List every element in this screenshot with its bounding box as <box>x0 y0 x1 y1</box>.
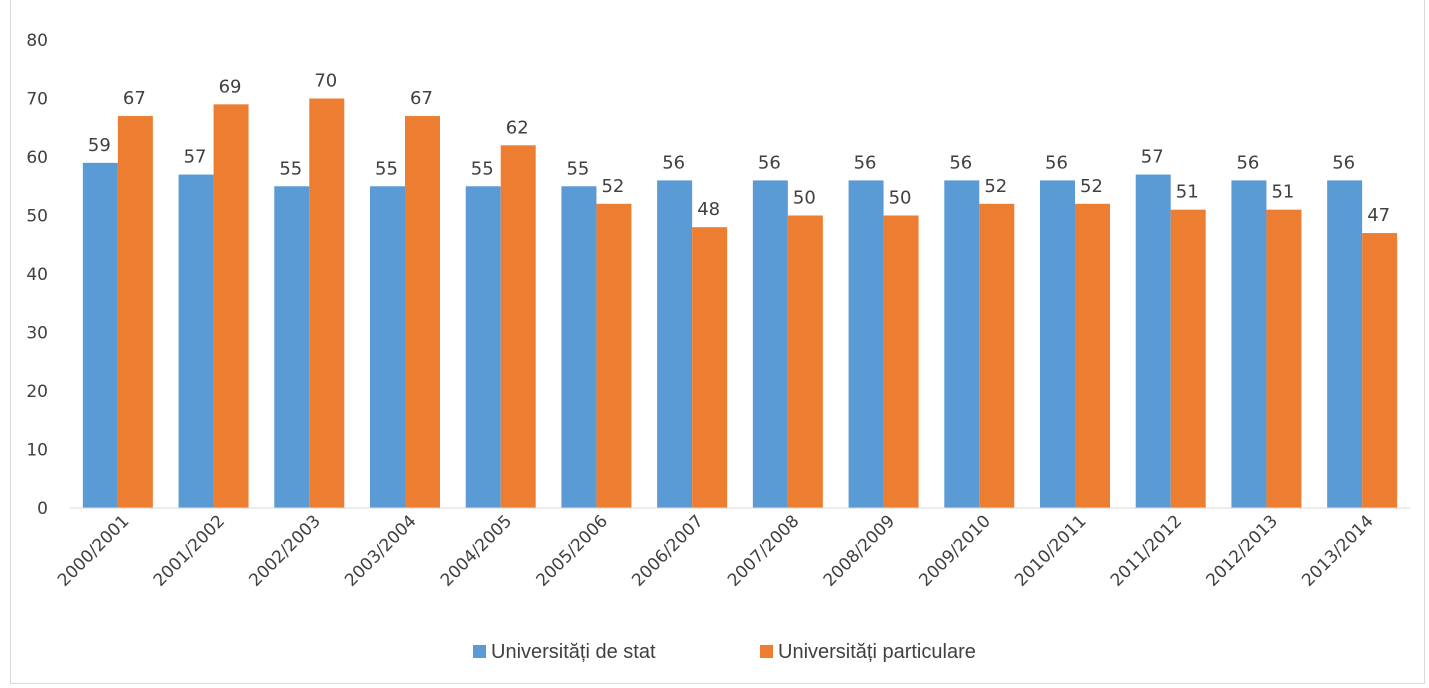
x-tick-label: 2006/2007 <box>628 511 707 590</box>
y-tick-label: 60 <box>26 148 48 168</box>
bar <box>848 180 884 508</box>
data-label: 55 <box>566 158 589 179</box>
y-tick-label: 50 <box>26 207 48 227</box>
bar <box>117 116 153 509</box>
data-label: 59 <box>88 135 111 156</box>
y-axis: 0 10 20 30 40 50 60 70 80 <box>26 31 48 519</box>
bars <box>82 98 1398 509</box>
bar <box>213 104 249 508</box>
bar <box>752 180 788 508</box>
x-tick-label: 2004/2005 <box>437 511 516 590</box>
x-tick-label: 2003/2004 <box>341 511 420 590</box>
y-tick-label: 0 <box>37 499 48 519</box>
bar <box>1231 180 1267 508</box>
data-label: 50 <box>793 188 816 209</box>
data-label: 48 <box>697 199 720 220</box>
bar <box>274 186 310 508</box>
bar <box>1327 180 1363 508</box>
x-tick-label: 2008/2009 <box>820 511 899 590</box>
data-label: 56 <box>949 152 972 173</box>
x-tick-label: 2012/2013 <box>1203 511 1282 590</box>
x-tick-label: 2010/2011 <box>1011 511 1090 590</box>
bar <box>979 203 1015 509</box>
x-tick-label: 2001/2002 <box>150 511 229 590</box>
bar <box>405 116 440 509</box>
x-tick-label: 2005/2006 <box>533 511 612 590</box>
legend-swatch <box>760 645 773 658</box>
data-label: 55 <box>279 158 302 179</box>
x-tick-label: 2000/2001 <box>54 511 133 590</box>
y-tick-label: 70 <box>26 90 48 110</box>
legend: Universități de stat Universități particu… <box>473 641 976 663</box>
data-label: 56 <box>1332 152 1355 173</box>
bar <box>561 186 597 508</box>
bar <box>465 186 501 508</box>
y-tick-label: 80 <box>26 31 48 51</box>
legend-label: Universități particulare <box>778 641 976 663</box>
y-tick-label: 30 <box>26 324 48 344</box>
bar <box>309 98 345 508</box>
x-tick-label: 2007/2008 <box>724 511 803 590</box>
data-label: 47 <box>1367 205 1390 226</box>
bar <box>692 227 728 508</box>
data-label: 51 <box>1271 182 1294 203</box>
bar <box>500 145 536 509</box>
x-tick-label: 2011/2012 <box>1107 511 1186 590</box>
legend-swatch <box>473 645 486 658</box>
bar <box>944 180 980 508</box>
bar <box>178 174 214 509</box>
data-label: 57 <box>184 147 207 168</box>
chart-frame <box>10 0 1425 684</box>
data-label: 69 <box>219 76 242 97</box>
bar <box>1266 209 1302 508</box>
bar <box>596 203 632 509</box>
data-label: 67 <box>410 88 433 109</box>
bar <box>370 186 405 508</box>
bar <box>883 215 919 508</box>
x-tick-label: 2002/2003 <box>245 511 324 590</box>
bar <box>657 180 693 508</box>
data-label: 70 <box>314 71 337 92</box>
legend-label: Universități de stat <box>491 641 656 663</box>
bar <box>1075 203 1110 509</box>
y-tick-label: 40 <box>26 265 48 285</box>
data-label: 51 <box>1176 182 1199 203</box>
data-label: 56 <box>1236 152 1259 173</box>
bar <box>1040 180 1075 508</box>
data-label: 57 <box>1141 147 1164 168</box>
data-label: 52 <box>601 176 624 197</box>
data-label: 67 <box>123 88 146 109</box>
bar <box>1362 233 1398 509</box>
data-label: 56 <box>854 152 877 173</box>
bar <box>82 162 118 508</box>
bar <box>1135 174 1171 509</box>
data-labels: 59 67 57 69 55 70 55 67 55 62 55 52 56 48 56 50 56 50 56 52… <box>88 71 1390 227</box>
data-label: 56 <box>758 152 781 173</box>
data-label: 55 <box>375 158 398 179</box>
data-label: 52 <box>984 176 1007 197</box>
data-label: 52 <box>1080 176 1103 197</box>
bar <box>787 215 823 508</box>
data-label: 56 <box>662 152 685 173</box>
data-label: 56 <box>1045 152 1068 173</box>
y-tick-label: 10 <box>26 441 48 461</box>
bar <box>1170 209 1206 508</box>
data-label: 55 <box>471 158 494 179</box>
y-tick-label: 20 <box>26 382 48 402</box>
data-label: 50 <box>889 188 912 209</box>
data-label: 62 <box>506 117 529 138</box>
x-axis: 2000/2001 2001/2002 2002/2003 2003/2004 2004… <box>54 511 1378 590</box>
x-tick-label: 2009/2010 <box>915 511 994 590</box>
x-tick-label: 2013/2014 <box>1298 511 1377 590</box>
